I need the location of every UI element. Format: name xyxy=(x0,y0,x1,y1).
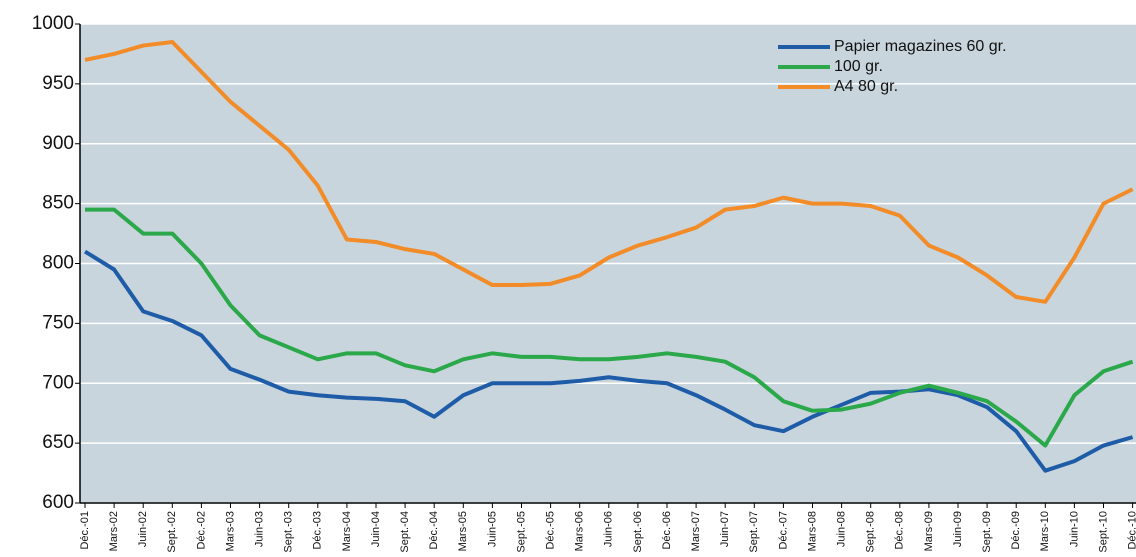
x-tick-label: Sept.-07 xyxy=(748,511,760,553)
x-tick-label: Sept.-10 xyxy=(1097,511,1109,553)
y-tick-label: 850 xyxy=(42,193,74,214)
x-tick-label: Juin-10 xyxy=(1068,511,1080,547)
x-tick-label: Déc.-10 xyxy=(1127,511,1136,550)
x-tick-label: Juin-03 xyxy=(254,511,266,547)
y-tick-label: 650 xyxy=(42,432,74,453)
x-tick-label: Juin-08 xyxy=(836,511,848,547)
x-tick-label: Mars-02 xyxy=(108,511,120,551)
x-tick-label: Juin-02 xyxy=(137,511,149,547)
x-tick-label: Déc.-08 xyxy=(894,511,906,550)
x-tick-label: Juin-07 xyxy=(719,511,731,547)
x-tick-label: Sept.-03 xyxy=(283,511,295,553)
x-tick-label: Sept.-06 xyxy=(632,511,644,553)
series-line xyxy=(83,249,1134,473)
series-line xyxy=(84,39,1134,304)
x-tick-label: Sept.-04 xyxy=(399,511,411,553)
y-tick-label: 600 xyxy=(42,492,74,513)
series-line xyxy=(85,207,1134,448)
x-tick-label: Mars-07 xyxy=(690,511,702,551)
y-tick-label: 700 xyxy=(42,372,74,393)
x-tick-label: Mars-05 xyxy=(457,511,469,551)
x-tick-label: Juin-09 xyxy=(952,511,964,547)
x-tick-label: Mars-08 xyxy=(806,511,818,551)
x-tick-label: Mars-03 xyxy=(224,511,236,551)
x-tick-label: Déc.-01 xyxy=(79,511,91,550)
x-tick-label: Mars-10 xyxy=(1039,511,1051,551)
y-tick-label: 1000 xyxy=(32,13,74,34)
x-tick-label: Mars-09 xyxy=(923,511,935,551)
x-tick-label: Mars-04 xyxy=(341,511,353,551)
legend-label: 100 gr. xyxy=(834,58,883,75)
x-tick-label: Déc.-06 xyxy=(661,511,673,550)
x-tick-label: Juin-04 xyxy=(370,511,382,547)
x-tick-label: Juin-05 xyxy=(486,511,498,547)
y-tick-label: 950 xyxy=(42,73,74,94)
legend-label: A4 80 gr. xyxy=(834,78,898,95)
x-tick-label: Sept.-09 xyxy=(981,511,993,553)
y-tick-label: 800 xyxy=(42,253,74,274)
x-tick-label: Déc.-04 xyxy=(428,511,440,550)
x-tick-label: Déc.-02 xyxy=(195,511,207,550)
x-tick-label: Déc.-07 xyxy=(777,511,789,550)
x-tick-label: Déc.-03 xyxy=(312,511,324,550)
x-tick-label: Mars-06 xyxy=(574,511,586,551)
x-tick-label: Déc.-05 xyxy=(545,511,557,550)
x-tick-label: Déc.-09 xyxy=(1010,511,1022,550)
x-tick-label: Sept.-02 xyxy=(166,511,178,553)
x-tick-label: Juin-06 xyxy=(603,511,615,547)
x-tick-label: Sept.-08 xyxy=(865,511,877,553)
x-tick-label: Sept.-05 xyxy=(515,511,527,553)
y-tick-label: 750 xyxy=(42,312,74,333)
legend-label: Papier magazines 60 gr. xyxy=(834,38,1007,55)
y-tick-label: 900 xyxy=(42,133,74,154)
